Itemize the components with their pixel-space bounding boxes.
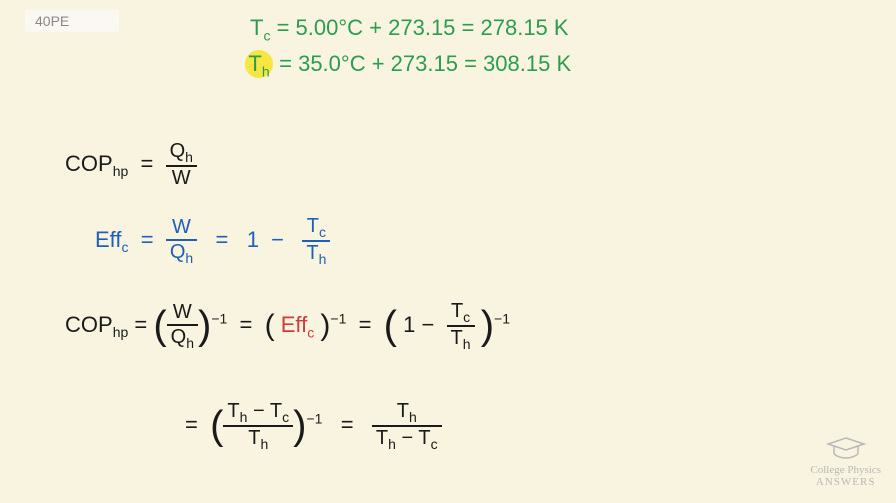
highlight-circle: Th — [245, 50, 273, 78]
watermark-logo: College Physics ANSWERS — [810, 436, 881, 488]
th-conversion: Th = 35.0°C + 273.15 = 308.15 K — [245, 50, 571, 78]
cop-derivation: COPhp = ( W Qh )−1 = ( Effc )−1 = ( 1 − … — [65, 300, 510, 352]
problem-label: 40PE — [25, 10, 119, 32]
tc-conversion: Tc = 5.00°C + 273.15 = 278.15 K — [250, 15, 569, 43]
watermark-line1: College Physics — [810, 464, 881, 476]
efficiency-definition: Effc = W Qh = 1 − Tc Th — [95, 215, 330, 267]
cop-definition: COPhp = Qh W — [65, 140, 197, 190]
graduation-cap-icon — [826, 436, 866, 460]
watermark-line2: ANSWERS — [810, 476, 881, 488]
cop-final: = ( Th − Tc Th )−1 = Th Th − Tc — [185, 400, 442, 452]
